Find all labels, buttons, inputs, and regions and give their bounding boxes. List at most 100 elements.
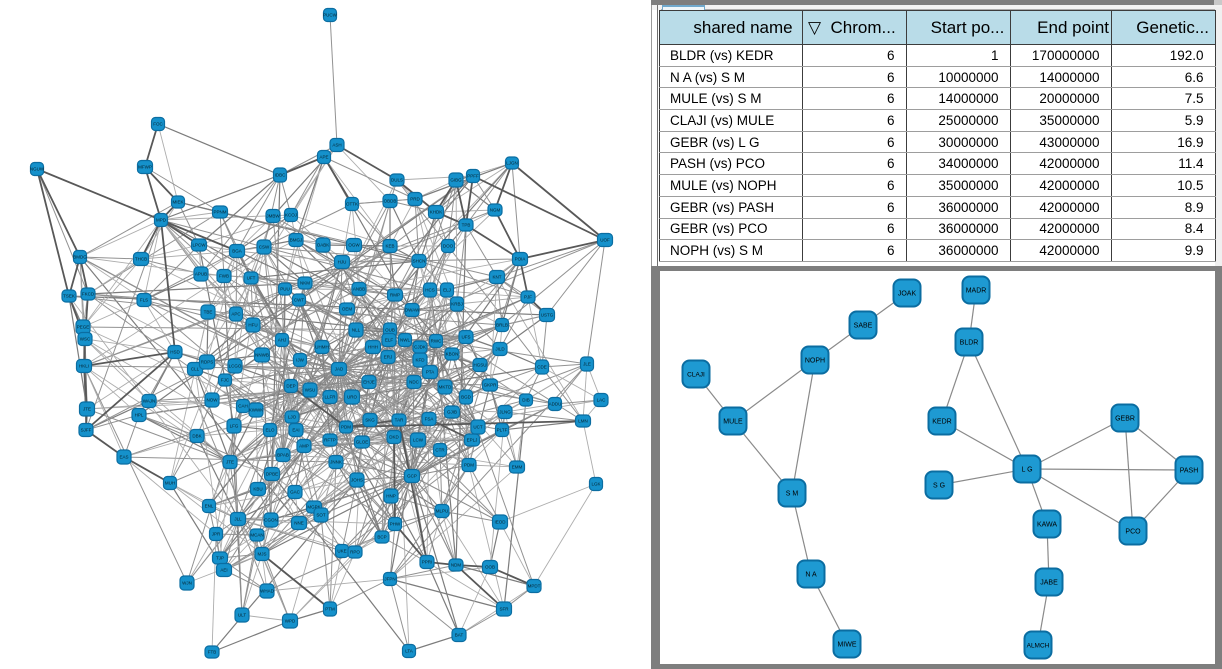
- svg-text:S G: S G: [932, 483, 944, 490]
- svg-text:MKTD: MKTD: [439, 385, 452, 390]
- svg-text:UOF: UOF: [600, 238, 610, 243]
- svg-text:HCS: HCS: [425, 288, 435, 293]
- svg-text:FTB: FTB: [208, 650, 217, 655]
- svg-text:MPDT: MPDT: [528, 584, 541, 589]
- svg-text:S M: S M: [785, 491, 798, 498]
- svg-text:PRD: PRD: [410, 197, 420, 202]
- svg-text:FLS: FLS: [140, 298, 148, 303]
- svg-text:EAS: EAS: [119, 455, 128, 460]
- svg-text:DIB: DIB: [522, 398, 530, 403]
- svg-text:GJIB: GJIB: [447, 410, 457, 415]
- svg-text:ELO: ELO: [265, 428, 275, 433]
- svg-text:KEB: KEB: [385, 244, 394, 249]
- svg-text:IEOD: IEOD: [494, 520, 506, 525]
- svg-text:PASH: PASH: [1179, 468, 1198, 475]
- svg-text:HJU: HJU: [338, 260, 347, 265]
- svg-text:PDM: PDM: [341, 425, 351, 430]
- svg-text:HSD: HSD: [170, 350, 180, 355]
- svg-text:DBK: DBK: [192, 434, 201, 439]
- svg-text:WSC: WSC: [80, 337, 91, 342]
- svg-text:FOC: FOC: [153, 122, 163, 127]
- svg-text:LMN: LMN: [578, 419, 588, 424]
- svg-text:CWT: CWT: [294, 298, 304, 303]
- svg-text:HPL: HPL: [135, 413, 144, 418]
- svg-text:GLOE: GLOE: [356, 440, 369, 445]
- svg-text:ERJ: ERJ: [384, 355, 393, 360]
- svg-text:DKD: DKD: [389, 435, 399, 440]
- svg-text:PUCW: PUCW: [323, 13, 338, 18]
- svg-text:HFU: HFU: [248, 323, 257, 328]
- svg-text:WAJN: WAJN: [143, 399, 156, 404]
- svg-text:ANBB: ANBB: [353, 287, 365, 292]
- svg-text:ADDU: ADDU: [549, 402, 562, 407]
- svg-text:AMP: AMP: [299, 444, 309, 449]
- svg-text:MULE: MULE: [723, 419, 743, 426]
- svg-text:AHJ: AHJ: [278, 338, 287, 343]
- svg-text:KRBJ: KRBJ: [451, 302, 463, 307]
- svg-text:PTA: PTA: [426, 370, 434, 375]
- svg-text:LTA: LTA: [405, 649, 413, 654]
- svg-text:ELF: ELF: [385, 338, 394, 343]
- svg-text:OWAW: OWAW: [405, 308, 420, 313]
- svg-text:KBU: KBU: [253, 487, 262, 492]
- svg-text:MUH: MUH: [165, 481, 175, 486]
- svg-text:MIEK: MIEK: [172, 200, 183, 205]
- svg-text:KEDR: KEDR: [932, 419, 951, 426]
- svg-text:HKLI: HKLI: [79, 364, 89, 369]
- svg-text:KCOJ: KCOJ: [285, 213, 297, 218]
- svg-text:JILD: JILD: [495, 347, 505, 352]
- svg-text:JLE: JLE: [583, 362, 591, 367]
- svg-text:ASH: ASH: [332, 143, 341, 148]
- svg-text:APUB: APUB: [195, 272, 207, 277]
- svg-text:UCT: UCT: [473, 425, 482, 430]
- svg-text:AEI: AEI: [220, 568, 227, 573]
- svg-text:OTTK: OTTK: [346, 202, 358, 207]
- svg-text:URO: URO: [347, 395, 357, 400]
- svg-text:ENL: ENL: [205, 504, 214, 509]
- svg-text:SJFF: SJFF: [81, 428, 92, 433]
- svg-text:TBE: TBE: [204, 310, 213, 315]
- svg-text:RDPS: RDPS: [201, 360, 214, 365]
- svg-text:LFG: LFG: [230, 424, 239, 429]
- svg-text:SKG: SKG: [365, 418, 375, 423]
- svg-text:MLPU: MLPU: [436, 509, 449, 514]
- svg-text:PPFF: PPFF: [467, 174, 479, 179]
- svg-text:MCAN: MCAN: [250, 533, 263, 538]
- svg-text:JOAK: JOAK: [897, 291, 916, 298]
- svg-text:JTE: JTE: [83, 407, 91, 412]
- svg-text:NGUW: NGUW: [30, 167, 45, 172]
- svg-text:HHH: HHH: [368, 345, 378, 350]
- svg-text:LPCW: LPCW: [192, 243, 206, 248]
- svg-text:THCB: THCB: [135, 257, 147, 262]
- svg-text:KFD: KFD: [416, 358, 426, 363]
- svg-text:BMDG: BMDG: [73, 255, 87, 260]
- svg-text:UFS: UFS: [462, 335, 471, 340]
- svg-text:JMBW: JMBW: [266, 214, 280, 219]
- svg-text:ELJ: ELJ: [443, 288, 451, 293]
- svg-text:OGW: OGW: [348, 243, 360, 248]
- svg-text:UFT: UFT: [247, 276, 256, 281]
- svg-text:BGD: BGD: [461, 395, 472, 400]
- svg-text:MIWE: MIWE: [837, 642, 856, 649]
- svg-text:EMM: EMM: [512, 465, 523, 470]
- svg-text:NLL: NLL: [352, 328, 361, 333]
- svg-text:PUU: PUU: [280, 287, 290, 292]
- svg-text:MGPK: MGPK: [307, 505, 320, 510]
- svg-text:BAT: BAT: [455, 633, 464, 638]
- svg-text:WHAD: WHAD: [260, 589, 274, 594]
- svg-text:LGK: LGK: [591, 482, 600, 487]
- svg-text:DEP: DEP: [286, 384, 295, 389]
- svg-text:JLNG: JLNG: [499, 410, 511, 415]
- svg-text:PTM: PTM: [325, 607, 335, 612]
- svg-text:RPO: RPO: [350, 550, 360, 555]
- svg-text:MJS: MJS: [258, 552, 267, 557]
- svg-text:KNT: KNT: [493, 275, 502, 280]
- svg-text:WJN: WJN: [182, 581, 192, 586]
- svg-text:LJO: LJO: [288, 415, 297, 420]
- svg-text:PEGE: PEGE: [77, 325, 90, 330]
- svg-text:MFWP: MFWP: [138, 165, 152, 170]
- svg-text:JNNK: JNNK: [330, 460, 342, 465]
- svg-text:GKPR: GKPR: [484, 383, 498, 388]
- svg-text:LCW: LCW: [413, 438, 424, 443]
- svg-text:HNP: HNP: [386, 494, 396, 499]
